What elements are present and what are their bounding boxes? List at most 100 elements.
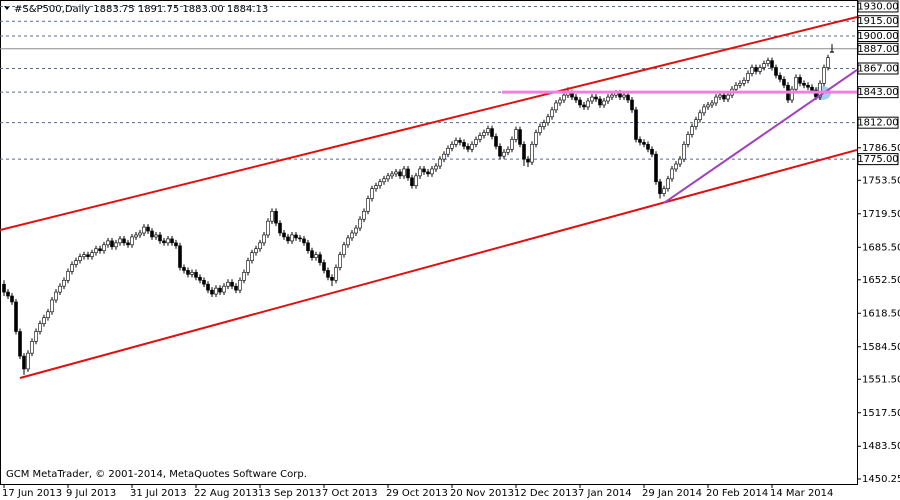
candle-body (70, 264, 74, 272)
candle-body (154, 234, 158, 238)
candle-body (106, 240, 110, 246)
candle-body (438, 158, 442, 167)
candle-body (610, 94, 614, 98)
candle-body (806, 84, 810, 88)
candle-body (674, 163, 678, 170)
candle-body (678, 158, 682, 165)
candle-body (230, 281, 234, 287)
candle-body (694, 119, 698, 127)
level-label: 1775.00 (857, 154, 898, 165)
candle-body (638, 139, 642, 143)
candle-body (762, 63, 766, 68)
candle-body (646, 144, 650, 150)
candle-body (234, 285, 238, 291)
candle-body (114, 242, 118, 248)
candle-body (410, 177, 414, 187)
candle-body (190, 272, 194, 275)
candle-body (434, 165, 438, 170)
candle-body (346, 237, 350, 246)
candle-body (790, 88, 794, 101)
candle-body (658, 181, 662, 194)
candle-body (226, 281, 230, 287)
candle-body (282, 232, 286, 238)
candle-body (606, 96, 610, 102)
candle-body (454, 140, 458, 145)
candle-body (366, 198, 370, 212)
candle-body (66, 271, 70, 281)
candle-body (246, 260, 250, 273)
candle-body (722, 94, 726, 100)
candle-body (370, 188, 374, 199)
candle-body (538, 126, 542, 133)
candle-body (78, 256, 82, 261)
candle-body (750, 67, 754, 74)
candle-body (254, 248, 258, 253)
candle-body (562, 94, 566, 101)
candle-body (466, 146, 470, 150)
candle-body (518, 129, 522, 145)
candle-body (34, 331, 38, 342)
candle-body (378, 181, 382, 187)
trend-line (0, 16, 858, 232)
candle-body (626, 94, 630, 101)
candle-body (6, 291, 10, 297)
candle-body (554, 102, 558, 111)
candle-body (450, 144, 454, 149)
y-tick-label: 1551.50 (862, 374, 900, 385)
candle-body (706, 104, 710, 108)
candle-body (402, 168, 406, 177)
candle-body (258, 242, 262, 250)
candle-body (630, 99, 634, 111)
candle-body (374, 185, 378, 189)
level-label-box (857, 62, 899, 75)
candle-body (250, 252, 254, 261)
candle-body (286, 236, 290, 242)
candle-body (42, 317, 46, 324)
y-tick-label: 1618.50 (862, 308, 900, 319)
candle-body (478, 135, 482, 140)
x-tick-label: 9 Jul 2013 (66, 488, 116, 499)
level-label-box (857, 30, 899, 43)
candle-body (602, 100, 606, 106)
candle-body (206, 283, 210, 291)
candle-body (314, 254, 318, 258)
candle-body (274, 211, 278, 224)
candle-body (526, 158, 530, 163)
candle-body (774, 67, 778, 76)
level-label-box (857, 86, 899, 99)
candle-body (98, 248, 102, 252)
candle-body (150, 230, 154, 238)
candle-body (650, 148, 654, 155)
candle-body (654, 153, 658, 183)
candle-body (326, 270, 330, 278)
candle-body (578, 99, 582, 106)
candle-body (330, 277, 334, 281)
candle-body (146, 226, 150, 232)
candle-body (542, 122, 546, 127)
candle-body (318, 254, 322, 263)
x-tick-label: 12 Dec 2013 (514, 488, 578, 499)
candle-body (102, 244, 106, 252)
candle-body (486, 128, 490, 133)
candle-body (810, 86, 814, 91)
candle-body (498, 146, 502, 157)
candle-body (618, 92, 622, 98)
candle-body (710, 102, 714, 106)
x-tick-label: 7 Jan 2014 (578, 488, 632, 499)
candle-body (746, 73, 750, 81)
candle-body (582, 104, 586, 108)
candle-body (242, 272, 246, 281)
plot-frame (0, 0, 858, 485)
candle-body (214, 287, 218, 295)
candle-body (142, 226, 146, 234)
candle-body (502, 151, 506, 157)
candle-body (462, 142, 466, 147)
candle-body (358, 218, 362, 229)
candle-body (506, 148, 510, 153)
candle-body (46, 311, 50, 319)
candle-body (218, 287, 222, 293)
candle-body (290, 234, 294, 242)
candle-body (798, 77, 802, 84)
candle-body (714, 96, 718, 104)
candle-body (58, 285, 62, 293)
